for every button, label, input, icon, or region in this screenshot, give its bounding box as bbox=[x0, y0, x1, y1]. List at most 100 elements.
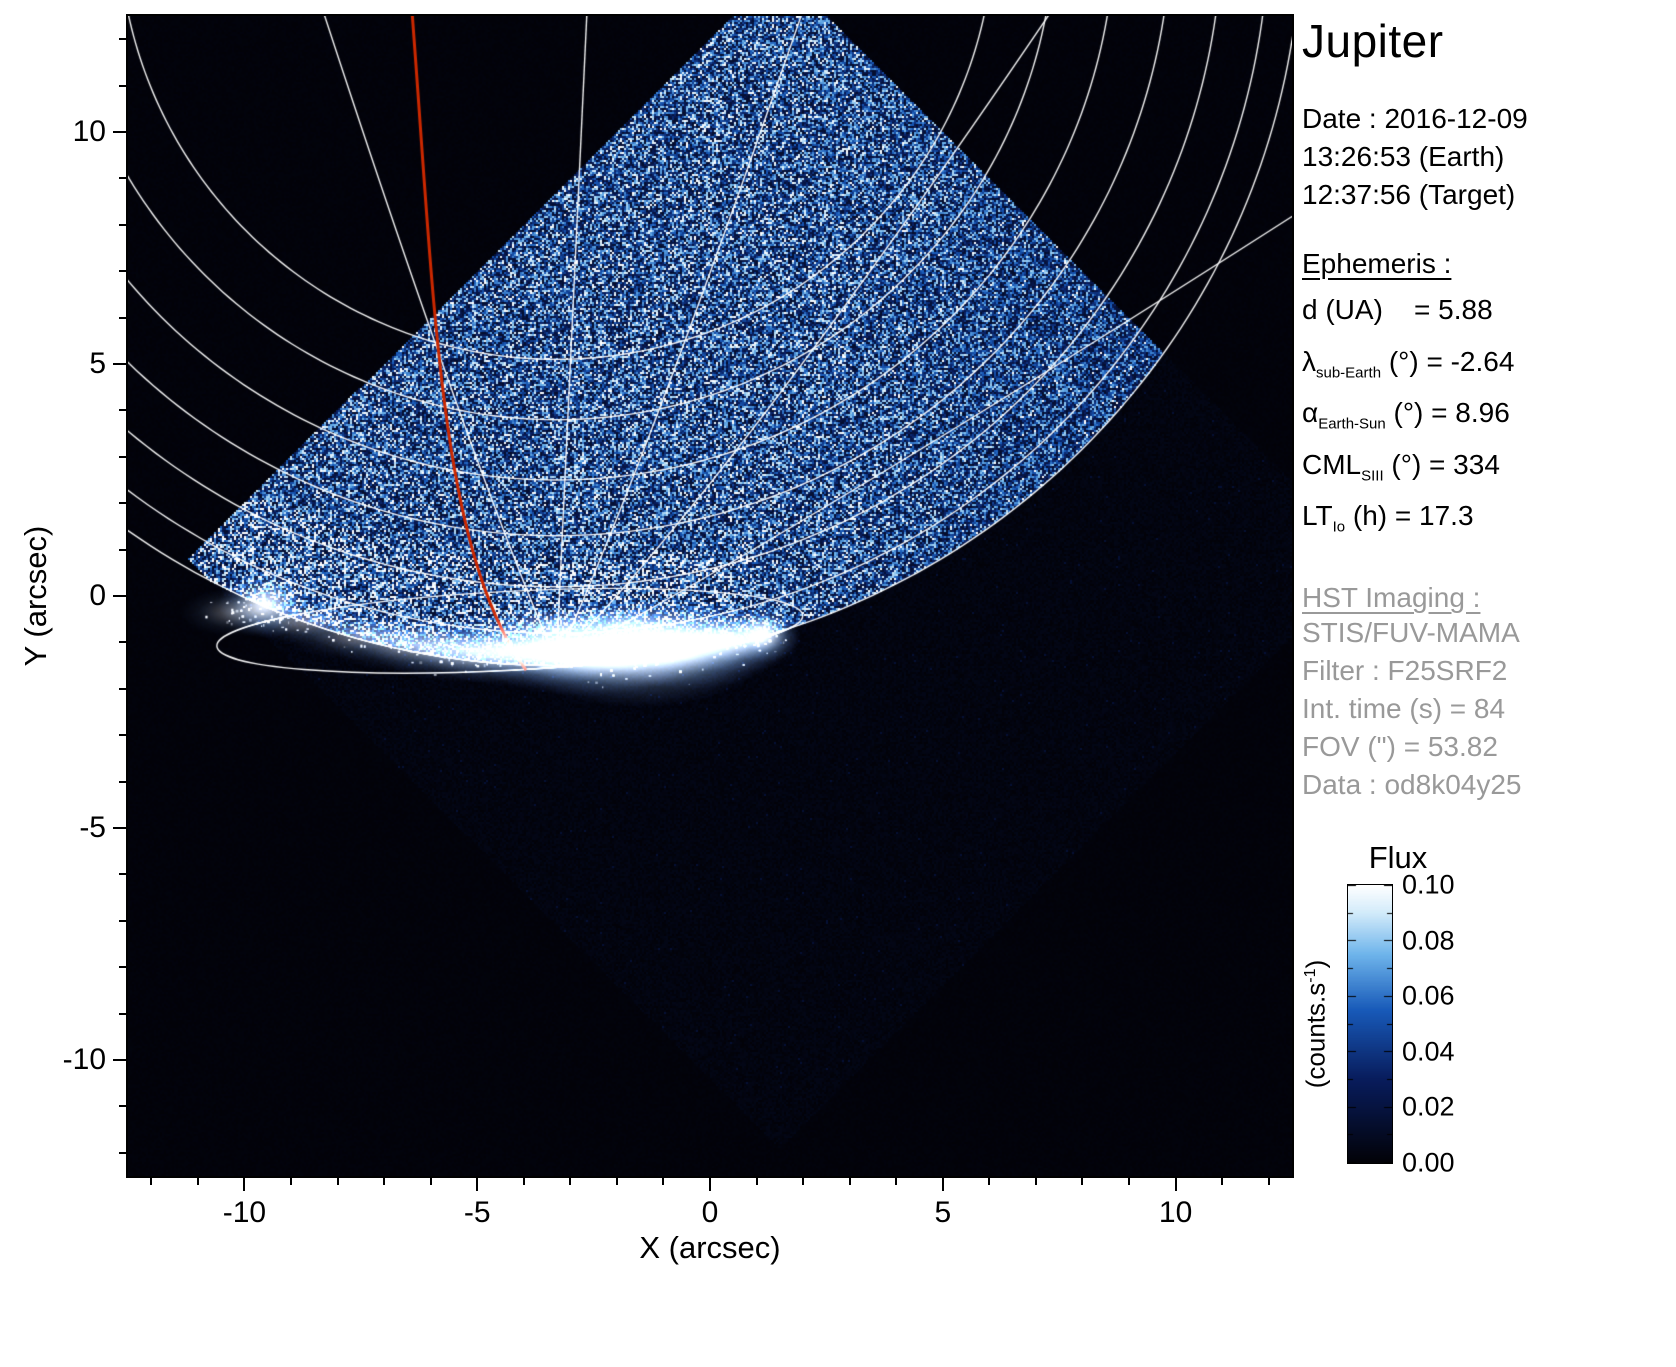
colorbar-tick-label: 0.02 bbox=[1402, 1092, 1455, 1123]
hst-int-time: Int. time (s) = 84 bbox=[1302, 690, 1674, 728]
y-tick bbox=[119, 688, 126, 690]
y-tick-label: 10 bbox=[73, 115, 106, 149]
y-tick bbox=[119, 85, 126, 87]
eph-symbol: α bbox=[1302, 397, 1318, 428]
y-tick bbox=[113, 131, 126, 133]
y-tick-label: -10 bbox=[63, 1043, 106, 1077]
eph-value: (°) = 8.96 bbox=[1386, 397, 1510, 428]
ephemeris-table: d (UA) = 5.88 λsub-Earth (°) = -2.64 αEa… bbox=[1302, 290, 1674, 548]
obs-target-time: 12:37:56 (Target) bbox=[1302, 176, 1674, 214]
colorbar-unit-base: (counts.s bbox=[1301, 983, 1331, 1089]
eph-subscript: Io bbox=[1333, 519, 1346, 536]
x-tick bbox=[523, 1178, 525, 1185]
x-tick bbox=[849, 1178, 851, 1185]
y-tick bbox=[119, 1152, 126, 1154]
y-tick bbox=[113, 827, 126, 829]
eph-subscript: SIII bbox=[1361, 467, 1384, 484]
x-tick bbox=[616, 1178, 618, 1185]
x-tick bbox=[802, 1178, 804, 1185]
eph-value: (°) = 334 bbox=[1384, 449, 1500, 480]
colorbar-unit-exponent: -1 bbox=[1301, 968, 1319, 982]
hst-data-id: Data : od8k04y25 bbox=[1302, 766, 1674, 804]
ephemeris-heading: Ephemeris : bbox=[1302, 248, 1674, 280]
x-tick bbox=[756, 1178, 758, 1185]
x-tick bbox=[150, 1178, 152, 1185]
eph-symbol: LT bbox=[1302, 500, 1333, 531]
x-tick bbox=[569, 1178, 571, 1185]
eph-subscript: Earth-Sun bbox=[1318, 416, 1386, 433]
sky-image-canvas bbox=[128, 16, 1292, 1176]
y-tick bbox=[119, 409, 126, 411]
x-tick-label: -5 bbox=[464, 1196, 491, 1230]
x-tick bbox=[942, 1178, 944, 1191]
x-tick-label: 0 bbox=[702, 1196, 719, 1230]
y-tick bbox=[119, 641, 126, 643]
x-tick bbox=[337, 1178, 339, 1185]
colorbar-tick-label: 0.06 bbox=[1402, 981, 1455, 1012]
x-tick-label: 5 bbox=[934, 1196, 951, 1230]
main-plot: -10 -5 0 5 10 -10 -5 0 5 10 bbox=[126, 14, 1294, 1178]
colorbar-canvas bbox=[1347, 884, 1393, 1164]
x-tick bbox=[895, 1178, 897, 1185]
x-tick bbox=[709, 1178, 711, 1191]
y-tick bbox=[119, 224, 126, 226]
x-tick bbox=[243, 1178, 245, 1191]
x-tick bbox=[1035, 1178, 1037, 1185]
x-tick bbox=[1128, 1178, 1130, 1185]
y-tick bbox=[119, 456, 126, 458]
x-tick bbox=[988, 1178, 990, 1185]
hst-heading: HST Imaging : bbox=[1302, 582, 1674, 614]
ephemeris-row-cml: CMLSIII (°) = 334 bbox=[1302, 445, 1674, 497]
hst-instrument: STIS/FUV-MAMA bbox=[1302, 614, 1674, 652]
y-tick bbox=[119, 966, 126, 968]
x-tick bbox=[430, 1178, 432, 1185]
figure-root: -10 -5 0 5 10 -10 -5 0 5 10 X (arcsec) Y (arcsec… bbox=[0, 0, 1676, 1367]
eph-symbol: d bbox=[1302, 294, 1318, 325]
x-tick bbox=[290, 1178, 292, 1185]
x-tick bbox=[1175, 1178, 1177, 1191]
x-tick bbox=[1081, 1178, 1083, 1185]
y-tick bbox=[119, 873, 126, 875]
x-axis-title: X (arcsec) bbox=[126, 1230, 1294, 1266]
y-tick bbox=[119, 920, 126, 922]
y-tick bbox=[119, 781, 126, 783]
ephemeris-row-distance: d (UA) = 5.88 bbox=[1302, 290, 1674, 342]
info-panel: Jupiter Date : 2016-12-09 13:26:53 (Eart… bbox=[1302, 0, 1674, 804]
ephemeris-row-alpha: αEarth-Sun (°) = 8.96 bbox=[1302, 393, 1674, 445]
colorbar-tick-label: 0.10 bbox=[1402, 870, 1455, 901]
y-tick bbox=[113, 1059, 126, 1061]
colorbar-unit-label: (counts.s-1) bbox=[1301, 960, 1332, 1089]
y-tick bbox=[119, 1013, 126, 1015]
colorbar-unit-close: ) bbox=[1301, 960, 1331, 969]
x-tick bbox=[1268, 1178, 1270, 1185]
hst-fov: FOV (") = 53.82 bbox=[1302, 728, 1674, 766]
x-tick bbox=[662, 1178, 664, 1185]
colorbar-tick-label: 0.04 bbox=[1402, 1036, 1455, 1067]
eph-subscript: sub-Earth bbox=[1316, 364, 1381, 381]
y-tick bbox=[119, 549, 126, 551]
y-tick bbox=[119, 270, 126, 272]
observation-block: Date : 2016-12-09 13:26:53 (Earth) 12:37… bbox=[1302, 100, 1674, 214]
y-tick-label: 0 bbox=[89, 579, 106, 613]
target-title: Jupiter bbox=[1302, 14, 1674, 68]
x-tick bbox=[197, 1178, 199, 1185]
x-tick-label: 10 bbox=[1159, 1196, 1192, 1230]
ephemeris-row-lt: LTIo (h) = 17.3 bbox=[1302, 496, 1674, 548]
hst-imaging-block: HST Imaging : STIS/FUV-MAMA Filter : F25… bbox=[1302, 582, 1674, 804]
y-tick bbox=[119, 1105, 126, 1107]
y-tick bbox=[119, 502, 126, 504]
y-tick bbox=[119, 177, 126, 179]
eph-value: (°) = -2.64 bbox=[1381, 346, 1514, 377]
eph-value: (UA) = 5.88 bbox=[1318, 294, 1493, 325]
y-tick bbox=[119, 734, 126, 736]
eph-value: (h) = 17.3 bbox=[1345, 500, 1473, 531]
x-tick-label: -10 bbox=[223, 1196, 266, 1230]
eph-symbol: λ bbox=[1302, 346, 1316, 377]
eph-symbol: CML bbox=[1302, 449, 1361, 480]
x-tick bbox=[383, 1178, 385, 1185]
x-tick bbox=[1221, 1178, 1223, 1185]
obs-date: Date : 2016-12-09 bbox=[1302, 100, 1674, 138]
colorbar-tick-labels: 0.10 0.08 0.06 0.04 0.02 0.00 bbox=[1402, 885, 1512, 1163]
y-tick bbox=[113, 595, 126, 597]
colorbar-tick-label: 0.08 bbox=[1402, 925, 1455, 956]
